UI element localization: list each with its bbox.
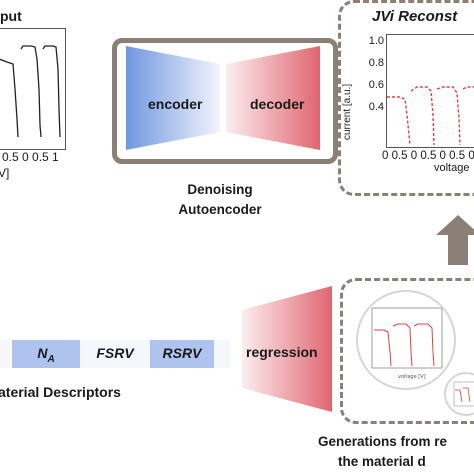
regression-label: regression	[246, 344, 318, 360]
descriptors-caption: aterial Descriptors	[0, 384, 121, 400]
input-unit: V]	[0, 166, 10, 180]
reconstruction-title: JVi Reconst	[372, 8, 457, 25]
input-curves	[0, 45, 61, 138]
ytick-3: 0.6	[368, 79, 384, 91]
reconstruction-ylabel: current [a.u.]	[342, 83, 353, 140]
input-xticks: 0.5 0 0.5 1	[2, 150, 59, 164]
reconstruction-title-text: JVi Reconst	[372, 8, 458, 25]
autoencoder-caption-line1: Denoising	[187, 182, 253, 197]
descriptor-cell-rsrv: RSRV	[150, 340, 214, 368]
ytick-4: 0.4	[368, 101, 384, 113]
generations-caption-line1: Generations from re	[318, 434, 448, 449]
svg-text:voltage [V]: voltage [V]	[398, 374, 426, 380]
reconstruction-yticks: 1.0 0.8 0.6 0.4	[362, 30, 384, 118]
autoencoder-caption-line2: Autoencoder	[178, 202, 262, 217]
encoder-label: encoder	[148, 96, 203, 112]
generations-small-curves	[453, 381, 474, 407]
up-arrow-icon	[436, 215, 474, 265]
descriptor-bar: NA FSRV RSRV	[0, 340, 230, 368]
generations-caption-line2: the material d	[338, 454, 426, 469]
descriptor-cell-blank	[0, 340, 10, 368]
input-title: put	[0, 8, 22, 24]
autoencoder-shapes	[126, 46, 320, 150]
autoencoder-frame	[112, 38, 338, 164]
encoder-shape	[126, 46, 220, 150]
generations-sample-large: voltage [V]	[356, 290, 456, 390]
reconstruction-xlabel: voltage	[434, 162, 470, 174]
reconstruction-curves	[387, 86, 474, 146]
reconstruction-plot	[386, 34, 474, 148]
input-plot	[0, 28, 66, 150]
descriptor-cell-fsrv: FSRV	[80, 340, 150, 368]
ytick-2: 0.8	[368, 57, 384, 69]
generations-sample-curves: voltage [V]	[371, 307, 443, 380]
ytick-1: 1.0	[368, 35, 384, 47]
decoder-label: decoder	[250, 96, 305, 112]
decoder-shape	[226, 46, 320, 150]
descriptor-cell-na: NA	[10, 340, 80, 368]
descriptor-na-sub: A	[47, 353, 55, 365]
descriptor-na-symbol: N	[37, 345, 48, 361]
regression-shape	[242, 286, 332, 412]
reconstruction-xticks: 0 0.5 0 0.5 0 0.5 0	[382, 150, 474, 162]
generations-sample-small	[444, 372, 474, 416]
